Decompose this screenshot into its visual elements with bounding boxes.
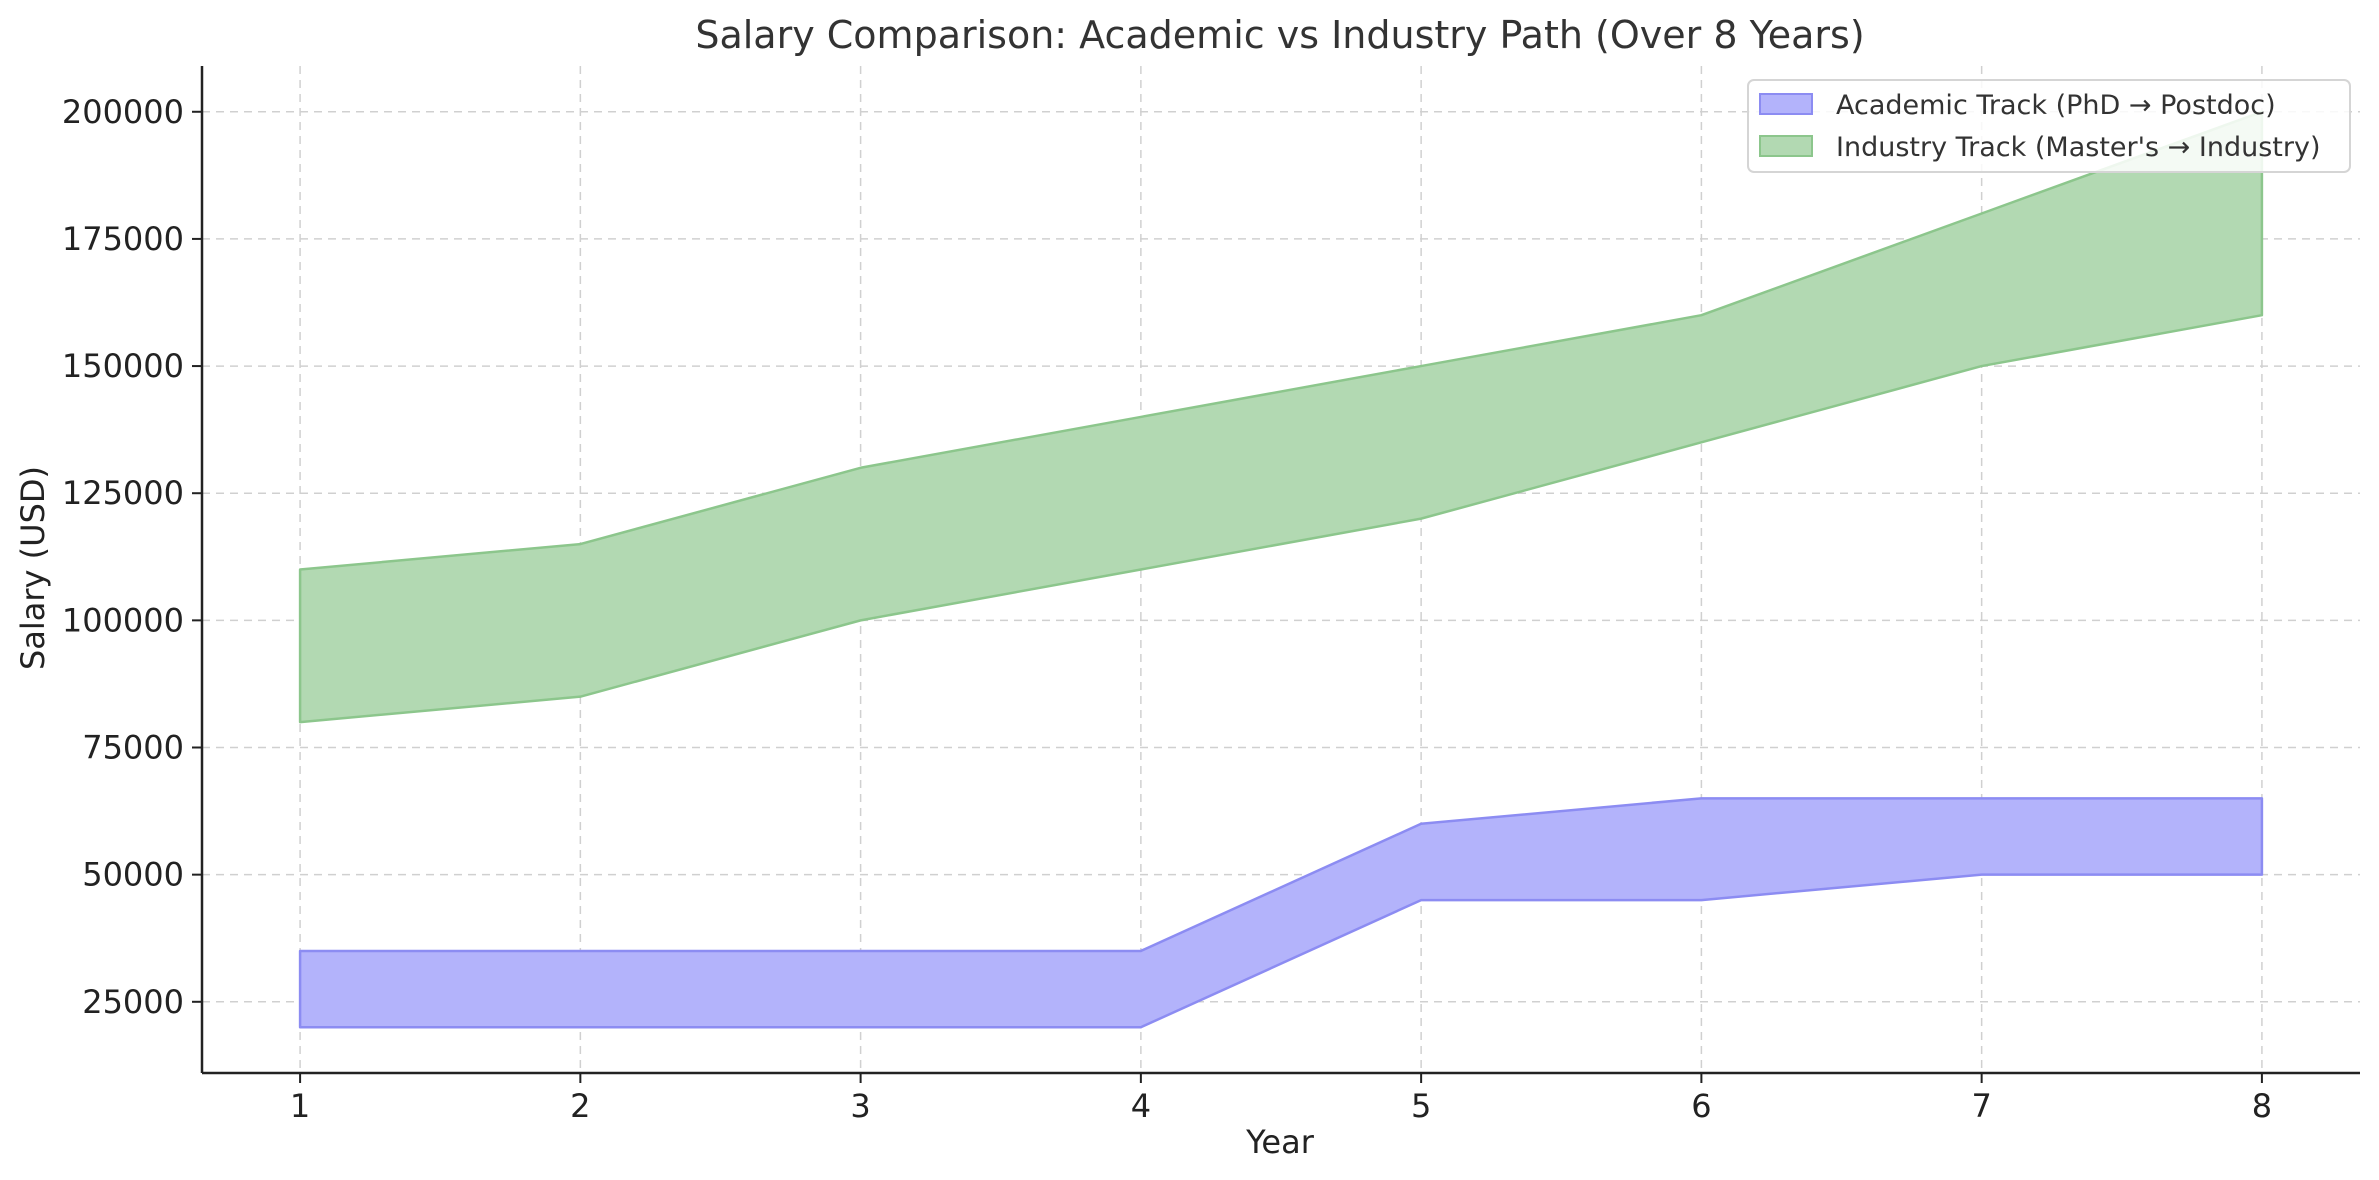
x-tick-label-1: 1: [290, 1087, 310, 1125]
y-tick-label-75000: 75000: [82, 729, 184, 767]
x-tick-label-2: 2: [570, 1087, 590, 1125]
y-tick-label-175000: 175000: [62, 220, 184, 258]
y-axis-label: Salary (USD): [14, 466, 52, 670]
legend-label-academic: Academic Track (PhD → Postdoc): [1836, 90, 2276, 121]
x-tick-label-8: 8: [2252, 1087, 2272, 1125]
y-tick-label-50000: 50000: [82, 856, 184, 894]
series-layer: [298, 110, 2264, 1029]
legend: Academic Track (PhD → Postdoc) Industry …: [1747, 79, 2351, 173]
y-tick-label-100000: 100000: [62, 601, 184, 639]
area-band-industry: [298, 110, 2264, 724]
y-tick-label-150000: 150000: [62, 347, 184, 385]
legend-swatch-academic: [1759, 93, 1813, 115]
axes-layer: [200, 66, 2360, 1075]
chart-title: Salary Comparison: Academic vs Industry …: [695, 13, 1864, 57]
x-tick-label-3: 3: [850, 1087, 870, 1125]
y-tick-label-125000: 125000: [62, 474, 184, 512]
y-tick-label-200000: 200000: [62, 93, 184, 131]
x-tick-label-7: 7: [1971, 1087, 1991, 1125]
x-tick-label-6: 6: [1691, 1087, 1711, 1125]
x-tick-label-5: 5: [1411, 1087, 1431, 1125]
x-tick-label-4: 4: [1131, 1087, 1151, 1125]
y-tick-label-25000: 25000: [82, 983, 184, 1021]
legend-label-industry: Industry Track (Master's → Industry): [1836, 132, 2320, 163]
legend-swatch-industry: [1759, 135, 1813, 157]
ticks-layer: 1 2 3 4 5 6 7 8 25000 50000 75000 100000 125000 15000…: [62, 93, 2272, 1125]
area-band-academic: [298, 797, 2264, 1029]
legend-frame: [1747, 79, 2351, 173]
x-axis-label: Year: [1245, 1123, 1315, 1161]
